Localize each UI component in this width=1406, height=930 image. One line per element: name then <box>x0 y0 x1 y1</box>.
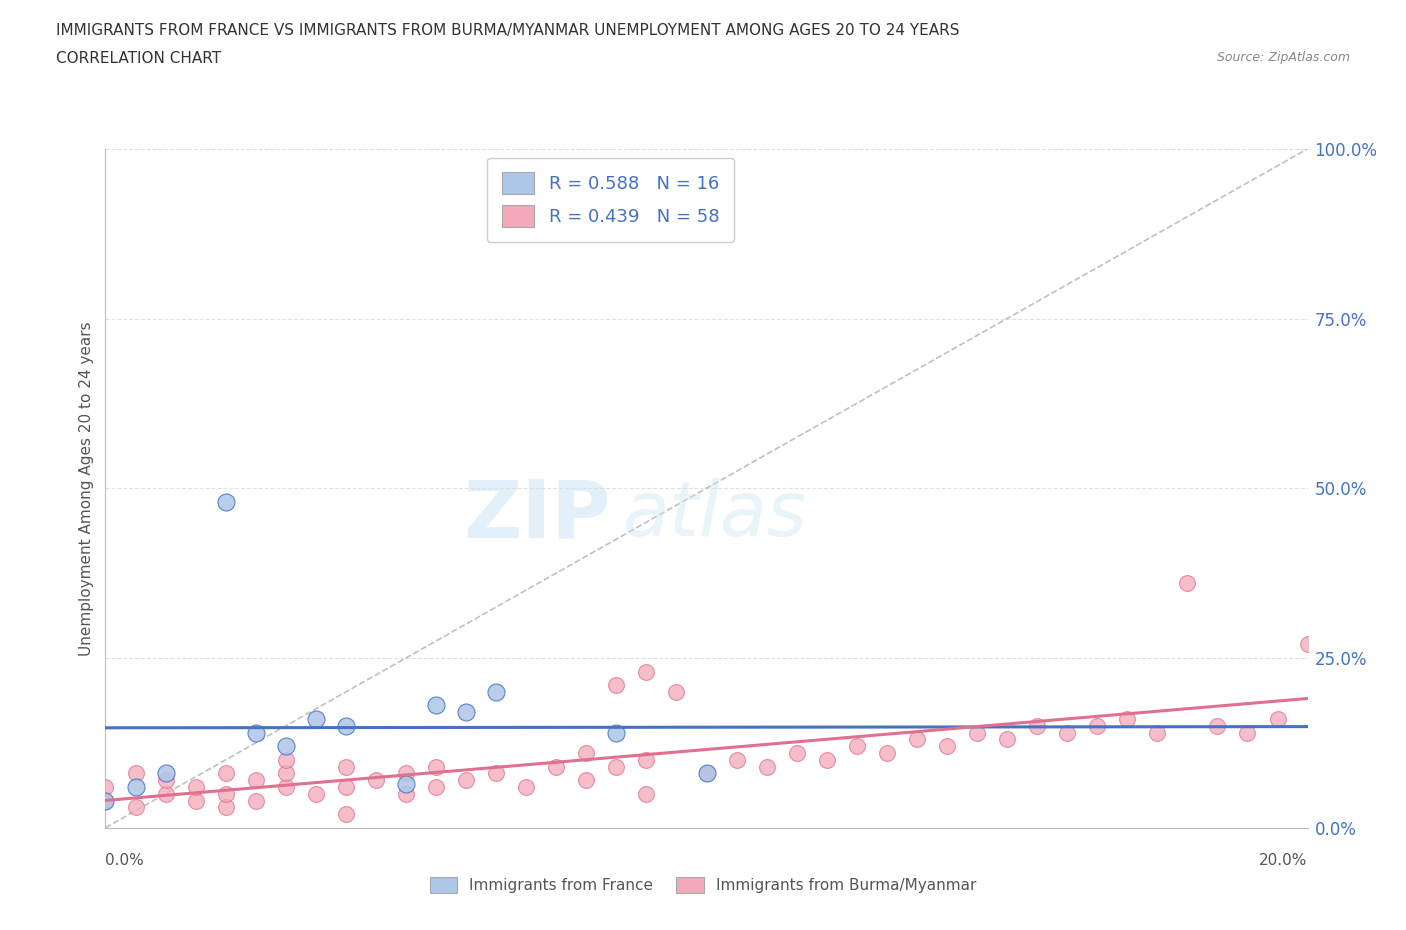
Point <box>124 779 146 794</box>
Point <box>425 759 447 774</box>
Point <box>485 684 508 699</box>
Point <box>1116 711 1139 726</box>
Point <box>1267 711 1289 726</box>
Point <box>94 793 117 808</box>
Point <box>605 759 627 774</box>
Text: Source: ZipAtlas.com: Source: ZipAtlas.com <box>1216 51 1350 64</box>
Point <box>605 678 627 693</box>
Point <box>214 495 236 510</box>
Point <box>395 787 418 802</box>
Point <box>214 766 236 781</box>
Legend: R = 0.588   N = 16, R = 0.439   N = 58: R = 0.588 N = 16, R = 0.439 N = 58 <box>486 158 734 242</box>
Point <box>1206 719 1229 734</box>
Point <box>155 787 177 802</box>
Point <box>305 787 328 802</box>
Point <box>155 773 177 788</box>
Point <box>425 698 447 713</box>
Point <box>696 766 718 781</box>
Point <box>1175 576 1198 591</box>
Point <box>995 732 1018 747</box>
Point <box>395 777 418 791</box>
Point <box>395 766 418 781</box>
Point <box>335 806 357 821</box>
Point <box>335 719 357 734</box>
Point <box>305 711 328 726</box>
Point <box>364 773 387 788</box>
Point <box>1146 725 1168 740</box>
Point <box>214 800 236 815</box>
Point <box>936 738 959 753</box>
Point <box>1296 637 1319 652</box>
Point <box>966 725 988 740</box>
Point <box>155 766 177 781</box>
Point <box>755 759 778 774</box>
Point <box>665 684 688 699</box>
Text: 0.0%: 0.0% <box>105 853 145 868</box>
Point <box>94 779 117 794</box>
Point <box>636 752 658 767</box>
Point <box>214 787 236 802</box>
Point <box>124 800 146 815</box>
Text: IMMIGRANTS FROM FRANCE VS IMMIGRANTS FROM BURMA/MYANMAR UNEMPLOYMENT AMONG AGES : IMMIGRANTS FROM FRANCE VS IMMIGRANTS FRO… <box>56 23 960 38</box>
Point <box>636 664 658 679</box>
Point <box>1085 719 1108 734</box>
Point <box>454 773 477 788</box>
Point <box>786 746 808 761</box>
Point <box>184 779 207 794</box>
Text: ZIP: ZIP <box>463 476 610 554</box>
Text: 20.0%: 20.0% <box>1260 853 1308 868</box>
Point <box>274 738 297 753</box>
Point <box>575 773 598 788</box>
Point <box>905 732 928 747</box>
Point <box>245 773 267 788</box>
Point <box>636 787 658 802</box>
Point <box>605 725 627 740</box>
Point <box>1056 725 1078 740</box>
Point <box>425 779 447 794</box>
Point <box>454 705 477 720</box>
Point <box>546 759 568 774</box>
Point <box>876 746 898 761</box>
Point <box>274 752 297 767</box>
Point <box>245 793 267 808</box>
Legend: Immigrants from France, Immigrants from Burma/Myanmar: Immigrants from France, Immigrants from … <box>423 870 983 899</box>
Point <box>245 725 267 740</box>
Point <box>1236 725 1258 740</box>
Point <box>94 793 117 808</box>
Point <box>1026 719 1049 734</box>
Point <box>274 779 297 794</box>
Point <box>725 752 748 767</box>
Point <box>515 779 537 794</box>
Point <box>184 793 207 808</box>
Point <box>335 759 357 774</box>
Point <box>485 766 508 781</box>
Y-axis label: Unemployment Among Ages 20 to 24 years: Unemployment Among Ages 20 to 24 years <box>79 321 94 656</box>
Point <box>274 766 297 781</box>
Point <box>575 746 598 761</box>
Point <box>845 738 868 753</box>
Point <box>696 766 718 781</box>
Text: CORRELATION CHART: CORRELATION CHART <box>56 51 221 66</box>
Point <box>335 779 357 794</box>
Point <box>124 766 146 781</box>
Point <box>815 752 838 767</box>
Text: atlas: atlas <box>623 478 807 552</box>
